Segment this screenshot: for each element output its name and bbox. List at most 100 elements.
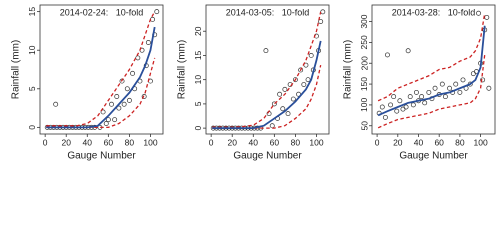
bound-line: [377, 13, 486, 102]
data-point: [53, 101, 59, 107]
data-point: [116, 105, 122, 111]
x-tick-label: 40: [83, 137, 93, 147]
x-tick-label: 20: [227, 137, 237, 147]
bound-line: [46, 11, 156, 127]
x-tick-label: 60: [270, 137, 280, 147]
panel-title: 2014-02-24: 10-fold: [60, 7, 144, 17]
data-point: [403, 104, 409, 110]
x-tick-label: 40: [249, 137, 259, 147]
data-point: [135, 55, 141, 61]
data-point: [476, 10, 481, 16]
panel-title: 2014-03-28: 10-fold: [392, 7, 476, 17]
data-point: [290, 96, 296, 102]
x-tick-label: 100: [309, 137, 323, 147]
data-point: [457, 89, 463, 95]
data-point: [277, 91, 283, 97]
data-point: [320, 9, 326, 15]
data-point: [114, 94, 120, 99]
y-tick-label: 5: [27, 86, 37, 91]
data-point: [480, 77, 486, 83]
data-point: [407, 94, 413, 100]
data-point: [470, 71, 476, 77]
data-point: [453, 81, 459, 87]
data-point: [109, 101, 114, 107]
data-point: [121, 101, 127, 107]
data-point: [447, 85, 452, 91]
x-axis-label: Gauge Number: [233, 151, 302, 162]
y-tick-label: 0: [27, 125, 37, 130]
data-point: [382, 114, 388, 120]
data-point: [308, 52, 314, 58]
data-point: [112, 117, 118, 123]
x-tick-label: 100: [473, 137, 487, 147]
data-point: [426, 89, 432, 95]
y-tick-label: 15: [193, 50, 203, 60]
y-tick-label: 100: [359, 98, 369, 112]
x-tick-label: 60: [434, 137, 444, 147]
data-point: [141, 94, 147, 99]
x-axis-label: Gauge Number: [67, 151, 136, 162]
y-tick-label: 250: [359, 35, 369, 49]
data-point: [292, 77, 298, 83]
panel: 0 20 40 60 80 100 0 5 10 15 20 Gauge Number Rainfall…: [177, 4, 330, 162]
data-point: [397, 98, 403, 104]
x-tick-label: 80: [125, 137, 135, 147]
data-point: [460, 77, 466, 83]
data-point: [271, 101, 277, 107]
data-point: [388, 102, 394, 108]
x-tick-label: 20: [61, 137, 71, 147]
data-point: [439, 81, 445, 87]
data-point: [385, 52, 390, 58]
data-point: [145, 40, 151, 45]
data-point: [419, 94, 425, 100]
data-point: [285, 111, 291, 117]
x-axis-label: Gauge Number: [399, 151, 468, 162]
y-axis-label: Rainfall (mm): [177, 40, 188, 99]
y-tick-label: 200: [359, 56, 369, 70]
x-tick-label: 40: [414, 137, 424, 147]
data-point: [484, 14, 490, 20]
data-point: [422, 100, 428, 106]
data-point: [269, 123, 275, 129]
data-point: [486, 85, 492, 91]
bound-line: [212, 11, 322, 128]
data-point: [442, 94, 448, 100]
data-point: [305, 77, 311, 83]
bound-line: [46, 57, 156, 129]
y-tick-label: 20: [193, 26, 203, 36]
data-point: [405, 48, 411, 54]
data-point: [298, 67, 304, 73]
data-point: [280, 106, 286, 112]
page: 0 20 40 60 80 100 0 5 10 15 Gauge Number Rainfall (…: [10, 4, 496, 162]
y-tick-label: 10: [27, 45, 37, 55]
x-tick-label: 60: [104, 137, 114, 147]
plot-frame: [371, 4, 496, 135]
y-tick-label: 0: [193, 125, 203, 130]
x-tick-label: 80: [455, 137, 465, 147]
y-tick-label: 50: [359, 121, 369, 131]
x-tick-label: 80: [291, 137, 301, 147]
data-point: [410, 102, 416, 108]
panel: 0 20 40 60 80 100 50 100 150 200 250 300 Gauge Numbe…: [343, 4, 496, 162]
x-tick-label: 100: [143, 137, 157, 147]
y-axis-label: Rainfall (mm): [11, 40, 22, 99]
y-axis-label: Rainfall (mm): [343, 40, 354, 99]
data-point: [282, 86, 288, 92]
plot-frame: [205, 4, 330, 135]
y-tick-label: 300: [359, 14, 369, 28]
x-tick-label: 20: [393, 137, 403, 147]
bound-line: [212, 65, 322, 129]
data-point: [263, 48, 269, 54]
plot-frame: [39, 4, 164, 135]
data-point: [105, 117, 111, 123]
panel: 0 20 40 60 80 100 0 5 10 15 Gauge Number Rainfall (…: [11, 4, 164, 162]
data-point: [130, 70, 136, 76]
data-point: [394, 108, 400, 114]
x-tick-label: 0: [209, 137, 214, 147]
data-point: [154, 9, 160, 15]
fit-line: [46, 26, 156, 129]
y-tick-label: 15: [27, 7, 37, 17]
y-tick-label: 10: [193, 75, 203, 85]
data-point: [400, 106, 406, 112]
